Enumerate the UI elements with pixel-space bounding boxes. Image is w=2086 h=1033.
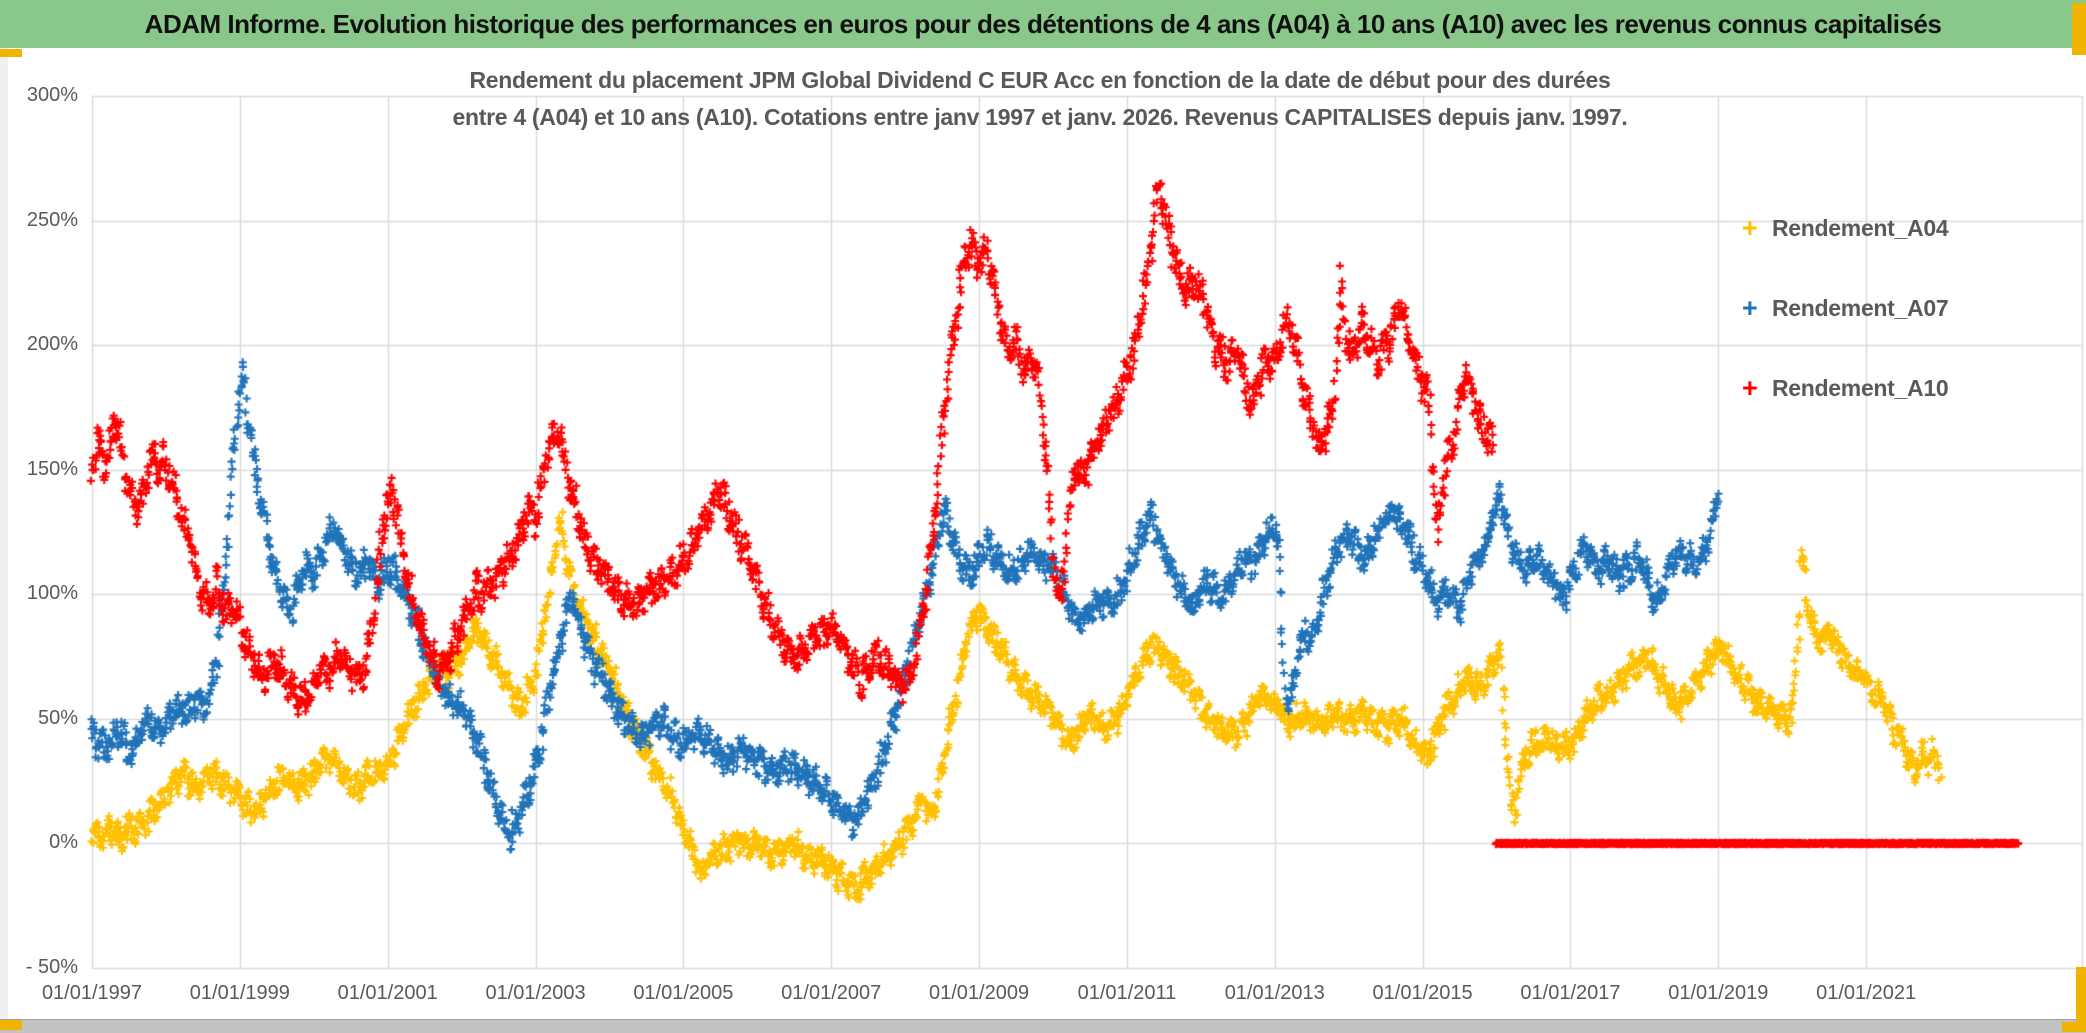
x-tick-label: 01/01/2003 — [485, 982, 586, 1004]
x-tick-label: 01/01/2017 — [1520, 982, 1621, 1004]
y-tick-label: - 50% — [25, 956, 78, 978]
orange-accent-top-right — [2072, 3, 2086, 55]
y-tick-label: 250% — [26, 208, 78, 231]
x-tick-label: 01/01/1999 — [189, 982, 290, 1004]
x-tick-label: 01/01/2011 — [1077, 982, 1177, 1004]
y-tick-label: 100% — [26, 582, 78, 605]
legend-item-rendement_a07[interactable]: + Rendement_A07 — [1742, 268, 2042, 348]
x-tick-label: 01/01/2019 — [1668, 982, 1769, 1004]
orange-accent-bottom-left — [0, 1020, 22, 1030]
orange-accent-top-left — [0, 49, 22, 57]
chart-title-line2: entre 4 (A04) et 10 ans (A10). Cotations… — [452, 104, 1628, 130]
legend-label: Rendement_A04 — [1772, 214, 1949, 241]
left-margin-strip — [0, 48, 8, 1019]
x-tick-label: 01/01/2015 — [1372, 982, 1473, 1004]
orange-accent-bottom-right-horizontal — [2062, 1022, 2086, 1032]
banner: ADAM Informe. Evolution historique des p… — [0, 0, 2086, 48]
x-tick-label: 01/01/2001 — [337, 982, 438, 1004]
legend-label: Rendement_A07 — [1772, 294, 1949, 321]
bottom-scrollbar-strip — [0, 1019, 2086, 1033]
x-tick-label: 01/01/2007 — [781, 982, 882, 1004]
chart-legend: + Rendement_A04 + Rendement_A07 + Rendement_A… — [1742, 188, 2042, 428]
y-tick-label: 150% — [26, 457, 78, 480]
plus-marker-icon: + — [1742, 372, 1758, 403]
x-tick-label: 01/01/2013 — [1224, 982, 1325, 1004]
x-tick-label: 01/01/2005 — [633, 982, 734, 1004]
plus-marker-icon: + — [1742, 292, 1758, 323]
chart-title-line1: Rendement du placement JPM Global Divide… — [469, 67, 1611, 93]
x-tick-label: 01/01/1997 — [41, 982, 143, 1004]
plus-marker-icon: + — [1742, 212, 1758, 243]
chart-title: Rendement du placement JPM Global Divide… — [320, 62, 1760, 136]
legend-label: Rendement_A10 — [1772, 374, 1949, 401]
legend-item-rendement_a10[interactable]: + Rendement_A10 — [1742, 348, 2042, 428]
y-tick-label: 0% — [49, 831, 78, 854]
x-tick-label: 01/01/2021 — [1816, 982, 1917, 1004]
banner-title: ADAM Informe. Evolution historique des p… — [144, 8, 1942, 39]
legend-item-rendement_a04[interactable]: + Rendement_A04 — [1742, 188, 2042, 268]
orange-accent-bottom-right-vertical — [2076, 967, 2086, 1032]
y-tick-label: 50% — [37, 706, 78, 729]
x-tick-label: 01/01/2009 — [929, 982, 1030, 1004]
y-tick-label: 300% — [26, 84, 78, 106]
y-tick-label: 200% — [26, 333, 78, 356]
